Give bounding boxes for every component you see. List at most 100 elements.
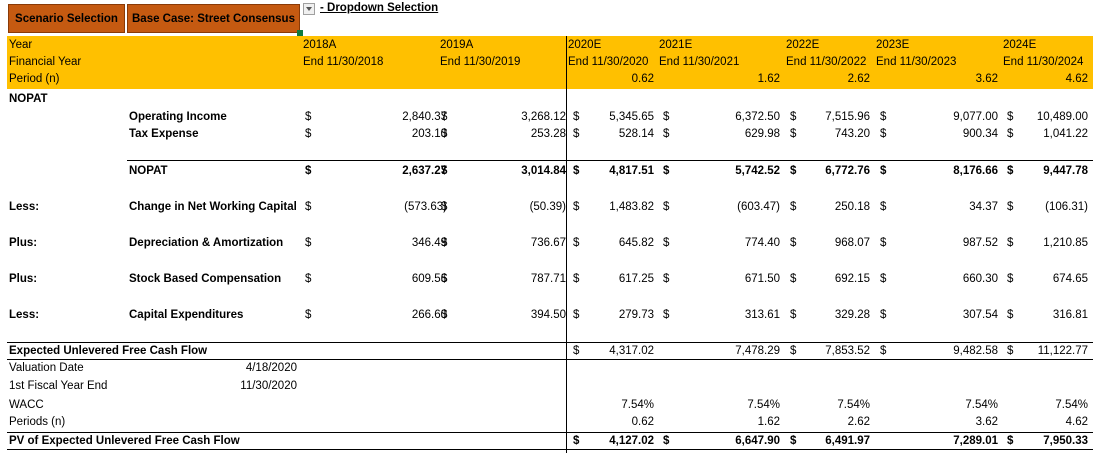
cell-tax_expense-3: 629.98 bbox=[744, 128, 780, 140]
cell-sbc-5: 660.30 bbox=[962, 273, 998, 285]
currency-symbol: $ bbox=[790, 309, 797, 321]
cell-fill-handle[interactable] bbox=[297, 30, 303, 36]
fy-end-2018: End 11/30/2018 bbox=[303, 56, 384, 68]
currency-symbol: $ bbox=[1007, 273, 1014, 285]
fcf-label: Expected Unlevered Free Cash Flow bbox=[9, 345, 208, 357]
currency-symbol: $ bbox=[305, 111, 312, 123]
pv-label: PV of Expected Unlevered Free Cash Flow bbox=[9, 435, 240, 447]
currency-symbol: $ bbox=[1007, 111, 1014, 123]
currency-symbol: $ bbox=[663, 435, 670, 447]
currency-symbol: $ bbox=[790, 273, 797, 285]
currency-symbol: $ bbox=[441, 165, 448, 177]
cell-periods-0: 0.62 bbox=[631, 416, 654, 428]
cell-nopat-3: 5,742.52 bbox=[735, 165, 780, 177]
row-label-nwc: Change in Net Working Capital bbox=[129, 201, 297, 213]
cell-nwc-0: (573.63) bbox=[404, 201, 447, 213]
currency-symbol: $ bbox=[1007, 309, 1014, 321]
currency-symbol: $ bbox=[305, 237, 312, 249]
cell-nwc-5: 34.37 bbox=[969, 201, 998, 213]
year-2022: 2022E bbox=[786, 39, 820, 51]
currency-symbol: $ bbox=[573, 128, 580, 140]
row-label-operating_income: Operating Income bbox=[129, 111, 227, 123]
cell-dna-3: 774.40 bbox=[744, 237, 780, 249]
currency-symbol: $ bbox=[880, 309, 887, 321]
cell-pv-4: 7,950.33 bbox=[1043, 435, 1088, 447]
cell-dna-2: 645.82 bbox=[618, 237, 654, 249]
header-label-period: Period (n) bbox=[9, 73, 60, 85]
currency-symbol: $ bbox=[880, 273, 887, 285]
cell-operating_income-6: 10,489.00 bbox=[1036, 111, 1088, 123]
row-label-sbc: Stock Based Compensation bbox=[129, 273, 282, 285]
fcf-top-border bbox=[7, 342, 1093, 343]
header-label-year: Year bbox=[9, 39, 33, 51]
currency-symbol: $ bbox=[305, 165, 312, 177]
period-2020: 0.62 bbox=[631, 73, 654, 85]
currency-symbol: $ bbox=[441, 111, 448, 123]
cell-operating_income-0: 2,840.37 bbox=[402, 111, 447, 123]
currency-symbol: $ bbox=[663, 237, 670, 249]
cell-capex-6: 316.81 bbox=[1052, 309, 1088, 321]
cell-nopat-2: 4,817.51 bbox=[609, 165, 654, 177]
currency-symbol: $ bbox=[305, 273, 312, 285]
period-2023: 3.62 bbox=[975, 73, 998, 85]
currency-symbol: $ bbox=[441, 201, 448, 213]
cell-nwc-4: 250.18 bbox=[834, 201, 870, 213]
scenario-value-cell[interactable]: Base Case: Street Consensus bbox=[127, 4, 300, 33]
currency-symbol: $ bbox=[441, 128, 448, 140]
cell-operating_income-1: 3,268.12 bbox=[521, 111, 566, 123]
currency-symbol: $ bbox=[573, 309, 580, 321]
cell-periods-4: 4.62 bbox=[1065, 416, 1088, 428]
cell-sbc-0: 609.56 bbox=[411, 273, 447, 285]
cell-dna-0: 346.49 bbox=[411, 237, 447, 249]
header-band bbox=[7, 36, 1093, 89]
cell-wacc-3: 7.54% bbox=[965, 399, 998, 411]
currency-symbol: $ bbox=[790, 128, 797, 140]
currency-symbol: $ bbox=[1007, 165, 1014, 177]
currency-symbol: $ bbox=[663, 111, 670, 123]
currency-symbol: $ bbox=[441, 237, 448, 249]
cell-fcf-4: 11,122.77 bbox=[1037, 345, 1088, 357]
header-label-financial-year: Financial Year bbox=[9, 56, 82, 68]
currency-symbol: $ bbox=[1007, 345, 1014, 357]
cell-sbc-2: 617.25 bbox=[618, 273, 654, 285]
year-2019: 2019A bbox=[440, 39, 474, 51]
cell-wacc-4: 7.54% bbox=[1055, 399, 1088, 411]
cell-tax_expense-0: 203.10 bbox=[411, 128, 447, 140]
cell-tax_expense-4: 743.20 bbox=[834, 128, 870, 140]
cell-operating_income-3: 6,372.50 bbox=[735, 111, 780, 123]
currency-symbol: $ bbox=[790, 435, 797, 447]
cell-sbc-4: 692.15 bbox=[834, 273, 870, 285]
currency-symbol: $ bbox=[663, 201, 670, 213]
currency-symbol: $ bbox=[305, 309, 312, 321]
currency-symbol: $ bbox=[573, 345, 580, 357]
cell-wacc-1: 7.54% bbox=[747, 399, 780, 411]
pv-bottom-border bbox=[7, 449, 1093, 450]
wacc-label: WACC bbox=[9, 399, 44, 411]
cell-nwc-3: (603.47) bbox=[737, 201, 780, 213]
periods-label: Periods (n) bbox=[9, 416, 66, 428]
currency-symbol: $ bbox=[880, 111, 887, 123]
cell-operating_income-2: 5,345.65 bbox=[609, 111, 654, 123]
currency-symbol: $ bbox=[441, 309, 448, 321]
cell-nopat-6: 9,447.78 bbox=[1043, 165, 1088, 177]
period-2022: 2.62 bbox=[847, 73, 870, 85]
cell-tax_expense-1: 253.28 bbox=[530, 128, 566, 140]
currency-symbol: $ bbox=[663, 309, 670, 321]
cell-pv-2: 6,491.97 bbox=[825, 435, 870, 447]
cell-sbc-6: 674.65 bbox=[1052, 273, 1088, 285]
row-label-capex: Capital Expenditures bbox=[129, 309, 244, 321]
currency-symbol: $ bbox=[305, 128, 312, 140]
scenario-selection-button[interactable]: Scenario Selection bbox=[8, 4, 125, 33]
fy-end-label: 1st Fiscal Year End bbox=[9, 380, 108, 392]
currency-symbol: $ bbox=[790, 345, 797, 357]
valuation-date-value: 4/18/2020 bbox=[245, 362, 297, 374]
fy-end-value: 11/30/2020 bbox=[240, 380, 297, 392]
cell-periods-3: 3.62 bbox=[975, 416, 998, 428]
cell-nwc-6: (106.31) bbox=[1045, 201, 1088, 213]
year-2024: 2024E bbox=[1003, 39, 1037, 51]
chevron-down-icon[interactable] bbox=[303, 3, 315, 15]
currency-symbol: $ bbox=[880, 165, 887, 177]
row-prefix-dna: Plus: bbox=[9, 237, 38, 249]
cell-pv-0: 4,127.02 bbox=[609, 435, 654, 447]
dropdown-selection-label: - Dropdown Selection bbox=[320, 2, 439, 14]
